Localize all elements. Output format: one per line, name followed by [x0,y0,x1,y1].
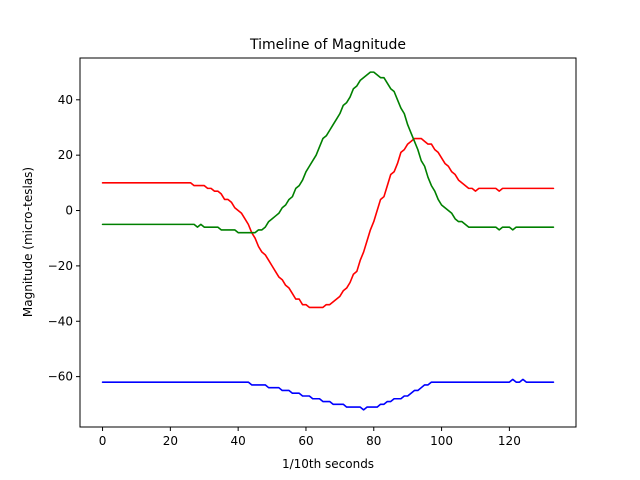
x-axis: 0 20 40 60 80 100 120 [99,427,521,448]
y-tick-label: −40 [48,314,73,328]
y-tick-label: 20 [58,148,73,162]
x-tick-label: 100 [430,434,453,448]
x-tick-label: 40 [231,434,246,448]
plot-frame [79,57,577,428]
y-tick-label: 40 [58,93,73,107]
x-tick-label: 20 [163,434,178,448]
x-tick-label: 80 [366,434,381,448]
y-axis: −60 −40 −20 0 20 40 [48,93,80,384]
y-tick-label: −60 [48,370,73,384]
series-layer [101,71,555,411]
x-tick-label: 60 [298,434,313,448]
x-tick-label: 0 [99,434,107,448]
x-tick-label: 120 [498,434,521,448]
series-line-1 [101,137,555,309]
y-tick-label: 0 [65,204,73,218]
series-line-3 [101,378,555,411]
series-line-2 [101,71,555,234]
chart-title: Timeline of Magnitude [249,37,406,53]
x-axis-label: 1/10th seconds [282,457,374,471]
y-axis-label: Magnitude (micro-teslas) [21,167,35,317]
y-tick-label: −20 [48,259,73,273]
